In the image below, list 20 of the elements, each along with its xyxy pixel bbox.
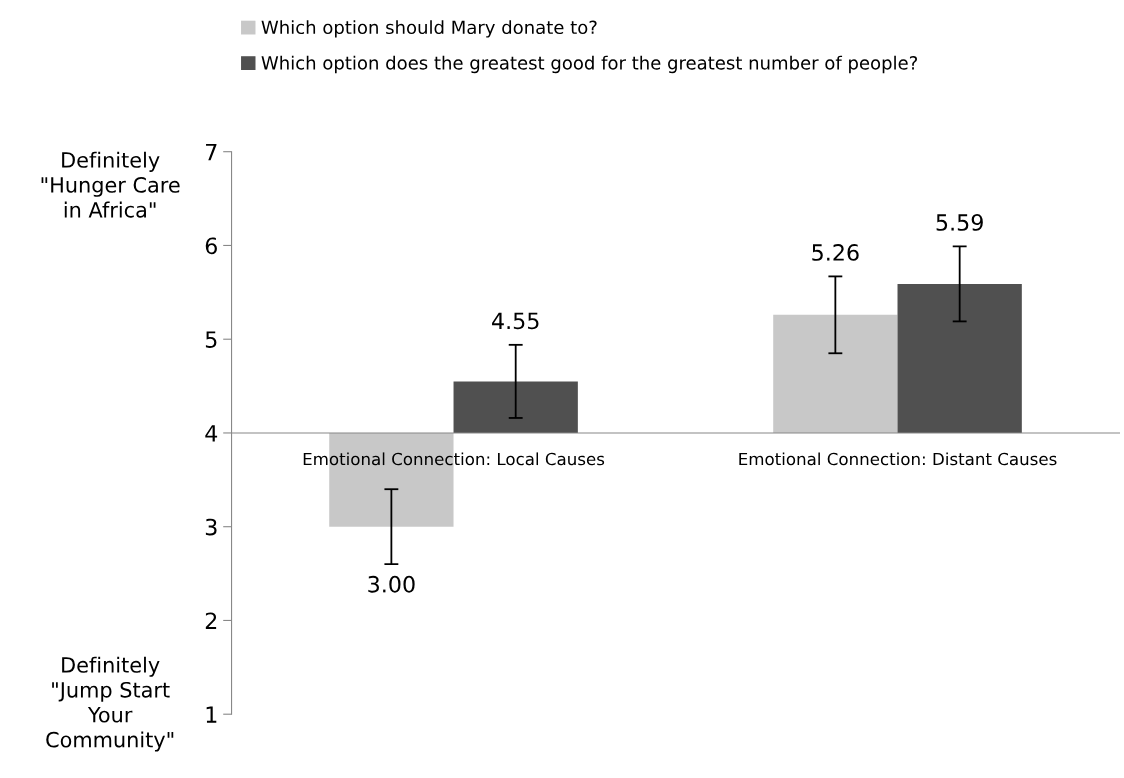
data-label: 4.55 (492, 312, 539, 330)
y-tick-label: 1 (206, 706, 217, 723)
x-tick-label: Emotional Connection: Distant Causes (739, 452, 1057, 466)
y-tick-label: 5 (205, 331, 217, 348)
bar (453, 381, 578, 433)
bar (897, 283, 1022, 433)
text: Definitely "Hunger Care in Africa" (41, 151, 180, 218)
y-tick-label: 6 (205, 237, 217, 255)
y-tick-label: 4 (205, 425, 218, 442)
y-tick-label: 2 (205, 612, 217, 629)
data-label: 3.00 (368, 575, 415, 593)
y-tick-label: 3 (205, 518, 217, 536)
data-label: 5.59 (936, 214, 983, 231)
y-tick-label: 7 (206, 143, 217, 161)
legend-label: Which option does the greatest good for the greatest number of people? (261, 55, 917, 74)
text: Definitely "Jump Start Your Community" (46, 656, 174, 752)
data-label: 5.26 (812, 244, 859, 261)
bar (773, 314, 898, 433)
x-tick-label: Emotional Connection: Local Causes (303, 452, 605, 466)
legend-label: Which option should Mary donate to? (261, 20, 597, 38)
